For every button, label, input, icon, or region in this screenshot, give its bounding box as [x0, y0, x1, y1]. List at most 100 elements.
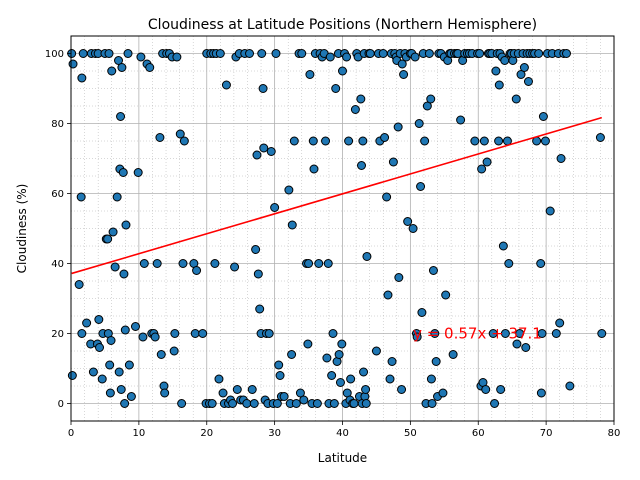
x-tick-label: 20 [200, 428, 213, 439]
data-point [252, 150, 262, 160]
data-point [475, 49, 485, 58]
data-point [279, 392, 289, 401]
data-point [380, 133, 390, 142]
data-point [536, 259, 546, 268]
data-point [410, 52, 420, 62]
data-point [349, 399, 359, 408]
data-point [242, 399, 252, 408]
data-point [426, 94, 436, 104]
data-point [426, 374, 436, 384]
x-tick-label: 70 [540, 428, 553, 439]
data-point [394, 273, 404, 282]
data-point [108, 227, 118, 237]
data-point [314, 259, 324, 268]
data-point [251, 245, 261, 254]
y-axis-label: Cloudiness (%) [15, 184, 29, 274]
data-point [356, 94, 366, 104]
data-point [120, 325, 130, 335]
data-point [338, 66, 347, 76]
y-tick-label: 20 [51, 329, 64, 340]
data-point [68, 59, 78, 69]
data-point [516, 70, 526, 79]
data-point [417, 308, 427, 317]
data-point [284, 185, 294, 195]
data-point [253, 269, 263, 279]
data-point [295, 388, 305, 398]
data-point [346, 374, 356, 384]
data-point [540, 136, 550, 146]
data-point [117, 63, 127, 72]
data-point [422, 101, 432, 111]
y-axis-ticks: 0 20 40 60 80 100 [45, 49, 71, 410]
data-point [105, 360, 115, 370]
data-point [538, 112, 548, 121]
data-point [297, 49, 307, 58]
data-point [331, 84, 341, 93]
data-point [150, 332, 160, 342]
data-point [190, 329, 200, 338]
data-point [387, 357, 397, 366]
data-point [481, 385, 491, 394]
data-point [287, 350, 297, 359]
y-tick-label: 60 [51, 189, 64, 200]
data-point [74, 280, 84, 289]
data-point [448, 350, 458, 359]
data-point [385, 374, 395, 384]
data-point [78, 49, 88, 58]
y-tick-label: 40 [51, 259, 64, 270]
data-point [94, 315, 104, 324]
data-point [488, 329, 498, 338]
data-point [177, 399, 187, 408]
data-point [266, 147, 276, 156]
y-tick-label: 0 [58, 399, 64, 410]
data-point [106, 336, 116, 345]
x-tick-label: 60 [472, 428, 485, 439]
data-point [403, 217, 413, 226]
data-point [136, 52, 146, 62]
data-point [427, 399, 437, 408]
data-point [329, 399, 339, 408]
minor-gridlines [71, 36, 614, 421]
data-point [291, 399, 301, 408]
data-point [561, 49, 571, 58]
data-point [232, 385, 242, 394]
data-point [414, 119, 424, 128]
data-point [119, 269, 129, 279]
x-tick-label: 40 [336, 428, 349, 439]
data-point [138, 332, 148, 342]
data-point [192, 266, 202, 275]
data-point [365, 49, 375, 58]
data-point [169, 346, 179, 356]
data-point [337, 339, 347, 349]
data-point [456, 115, 466, 125]
data-point [393, 122, 403, 132]
data-point [545, 206, 555, 216]
data-point [274, 360, 284, 370]
data-point [118, 168, 128, 177]
data-point [428, 266, 438, 275]
data-point [555, 318, 565, 328]
x-axis-ticks: 0 10 20 30 40 50 60 70 80 [68, 421, 620, 439]
data-point [498, 241, 508, 251]
data-point [477, 164, 487, 174]
data-point [342, 52, 352, 62]
data-point [172, 52, 182, 62]
data-point [350, 105, 360, 114]
data-point [304, 259, 314, 268]
data-point [312, 399, 322, 408]
data-point [408, 224, 418, 233]
data-point [245, 49, 255, 58]
data-point [156, 350, 166, 359]
data-points [67, 49, 607, 408]
data-point [104, 49, 114, 58]
data-point [160, 388, 170, 398]
y-tick-label: 100 [45, 49, 64, 60]
data-point [328, 329, 338, 338]
data-point [170, 329, 180, 338]
x-tick-label: 30 [268, 428, 281, 439]
data-point [595, 133, 605, 142]
x-tick-label: 50 [404, 428, 417, 439]
data-point [388, 157, 398, 167]
data-point [534, 49, 544, 58]
data-point [130, 322, 140, 331]
